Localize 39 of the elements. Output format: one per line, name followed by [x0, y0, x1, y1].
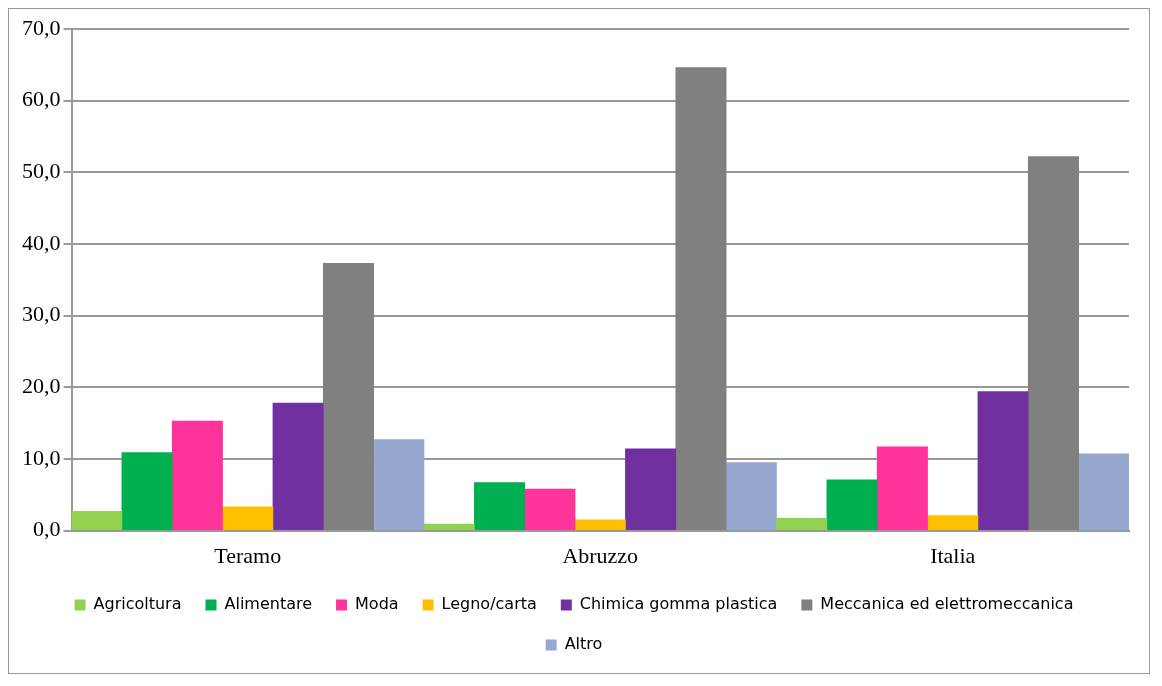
bar — [675, 67, 727, 530]
y-tick-label: 0,0 — [33, 516, 61, 542]
bar — [876, 446, 928, 530]
legend-label: Chimica gomma plastica — [579, 594, 778, 614]
legend-label: Meccanica ed elettromeccanica — [820, 594, 1074, 614]
bar — [423, 523, 475, 530]
y-tick-label: 60,0 — [22, 86, 61, 112]
bar — [322, 262, 374, 530]
bar — [574, 519, 626, 530]
y-tick-label: 50,0 — [22, 158, 61, 184]
bar — [826, 479, 878, 530]
y-tick-label: 70,0 — [22, 14, 61, 40]
legend-label: Alimentare — [224, 594, 313, 614]
bar — [1078, 453, 1129, 530]
bar — [171, 420, 223, 530]
bar — [373, 439, 425, 530]
bar — [977, 391, 1029, 530]
bar — [625, 448, 677, 530]
bar — [222, 506, 274, 530]
y-tick-label: 30,0 — [22, 301, 61, 327]
bar — [474, 482, 526, 530]
bar — [927, 515, 979, 530]
bar — [524, 488, 576, 530]
bar — [121, 452, 173, 530]
bar — [1027, 156, 1079, 530]
bar — [272, 402, 324, 530]
y-tick-label: 40,0 — [22, 229, 61, 255]
legend-label: Agricoltura — [93, 594, 182, 614]
y-tick-label: 10,0 — [22, 444, 61, 470]
bar — [725, 462, 777, 530]
y-tick-label: 20,0 — [22, 373, 61, 399]
x-tick-label: Abruzzo — [562, 542, 639, 568]
bar — [776, 518, 828, 530]
x-tick-label: Italia — [930, 542, 976, 568]
legend-label: Altro — [564, 634, 603, 654]
legend-label: Moda — [355, 594, 399, 614]
legend-label: Legno/carta — [441, 594, 537, 614]
bar — [71, 510, 123, 530]
x-tick-label: Teramo — [214, 542, 282, 568]
